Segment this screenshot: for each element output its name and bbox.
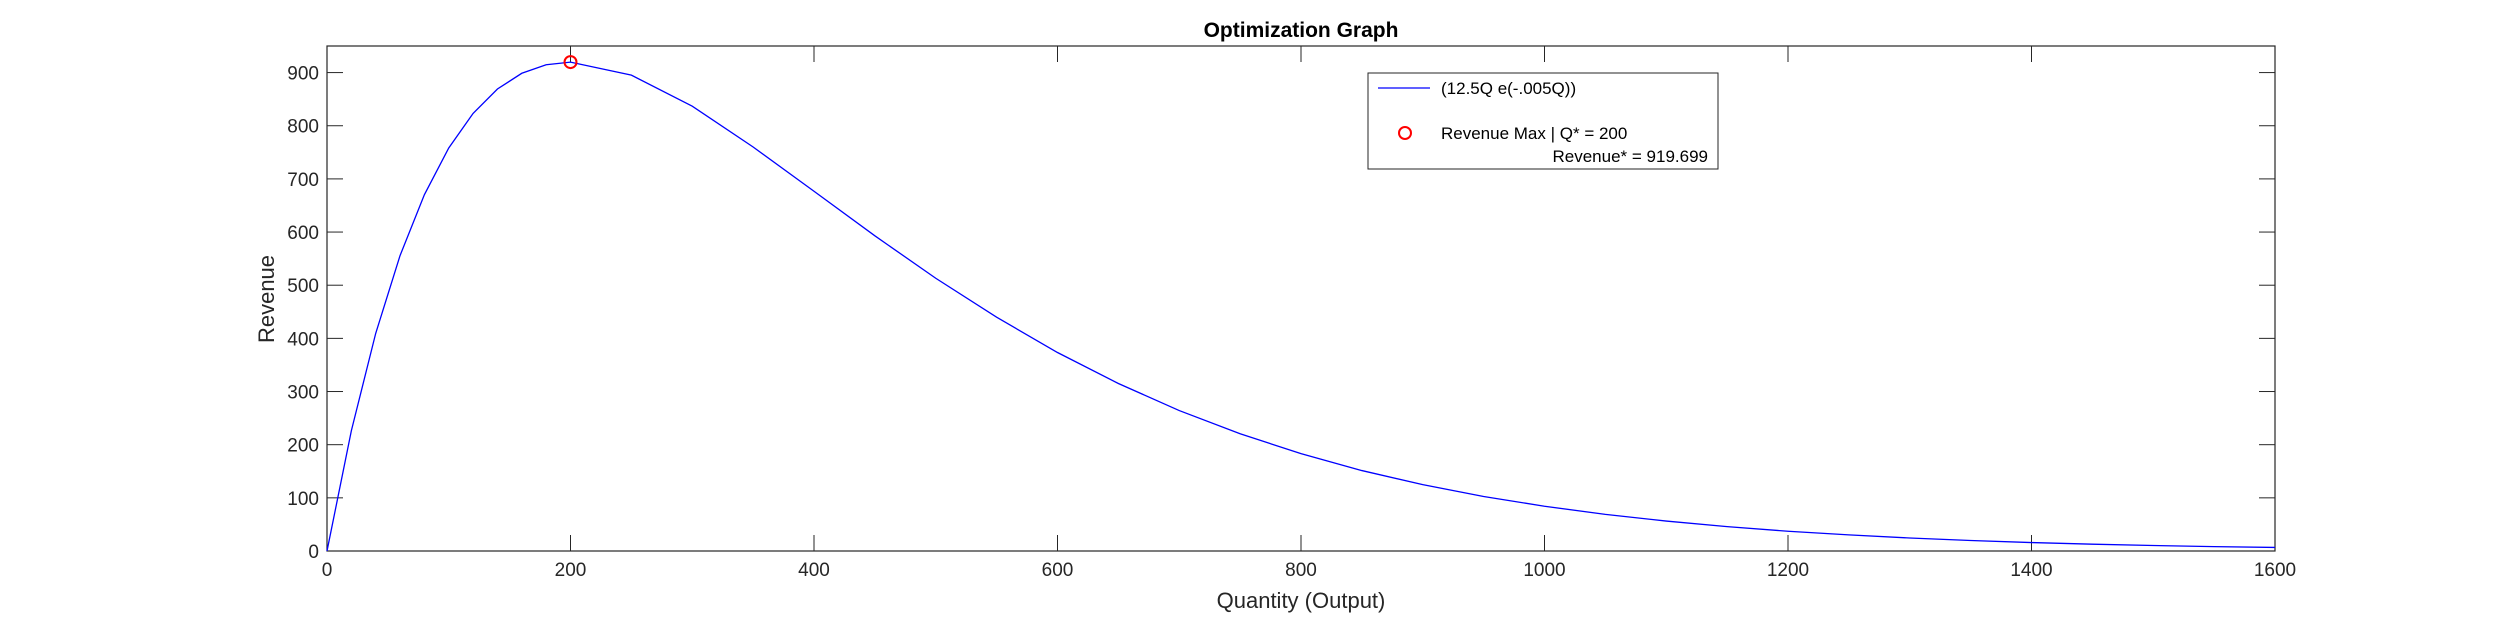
y-tick-label: 0 [308,542,319,563]
x-tick-label: 200 [555,560,587,581]
x-tick-label: 1600 [2254,560,2296,581]
legend-point-label: Revenue Max | Q* = 200 [1441,124,1627,143]
legend-box [1367,72,1719,170]
y-tick-label: 200 [287,436,319,457]
revenue-curve [326,61,2276,552]
x-tick-label: 800 [1285,560,1317,581]
x-tick-label: 1200 [1767,560,1809,581]
legend-point-label-line2: Revenue* = 919.699 [1553,147,1709,166]
x-tick-labels: 0 200 400 600 800 1000 1200 1400 1600 [322,560,2296,581]
y-tick-label: 900 [287,64,319,85]
y-axis-label: Revenue [254,255,279,343]
x-tick-label: 400 [798,560,830,581]
x-tick-label: 600 [1042,560,1074,581]
y-tick-label: 100 [287,489,319,510]
y-tick-label: 400 [287,329,319,350]
legend-marker-swatch [1398,126,1412,140]
revenue-max-marker [563,55,578,70]
chart-title: Optimization Graph [1204,19,1399,42]
legend-series-label: (12.5Q e(-.005Q)) [1441,79,1576,98]
plot-area [326,45,2276,552]
y-tick-label: 600 [287,223,319,244]
y-tick-label: 500 [287,276,319,297]
y-tick-labels: 0 100 200 300 400 500 600 700 800 900 [287,64,319,563]
x-tick-label: 0 [322,560,333,581]
x-tick-label: 1400 [2010,560,2052,581]
x-axis-label: Quantity (Output) [1217,588,1386,613]
axis-ticks [326,46,2276,552]
y-tick-label: 700 [287,170,319,191]
x-tick-label: 1000 [1523,560,1565,581]
legend: (12.5Q e(-.005Q)) Revenue Max | Q* = 200… [1367,72,1719,170]
y-tick-label: 300 [287,383,319,404]
y-tick-label: 800 [287,117,319,138]
